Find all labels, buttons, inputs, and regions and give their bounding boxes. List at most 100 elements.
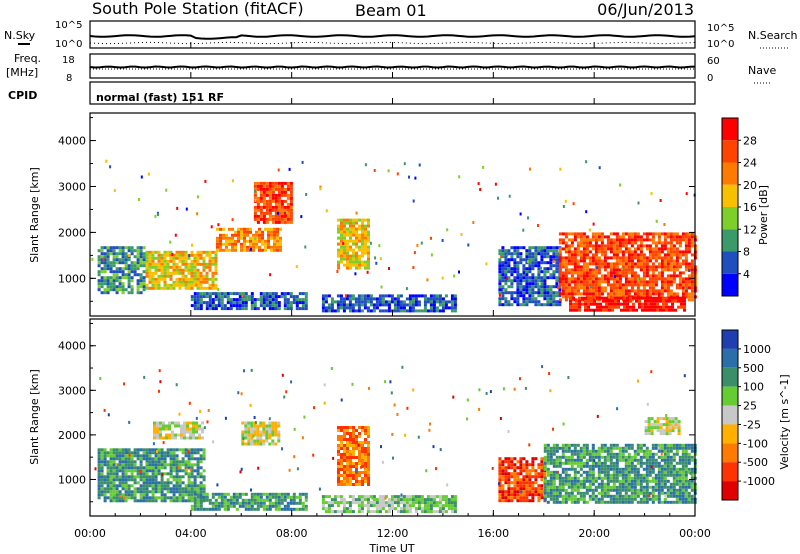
heatmap-cell [408,507,412,511]
heatmap-cell [603,262,607,266]
heatmap-cell [570,467,574,471]
heatmap-cell [513,246,517,250]
heatmap-cell [498,487,502,491]
heatmap-cell [573,500,577,504]
heatmap-cell [265,427,269,431]
heatmap-cell [186,421,189,425]
heatmap-cell [193,484,197,488]
heatmap-cell [450,498,454,502]
heatmap-cell [352,447,355,450]
heatmap-cell [647,305,650,309]
heatmap-cell [193,253,197,257]
heatmap-cell [136,249,140,253]
heatmap-cell [639,443,643,447]
heatmap-cell [558,259,562,263]
heatmap-cell [232,501,236,505]
heatmap-cell [258,239,261,243]
heatmap-cell [683,302,686,306]
heatmap-cell [232,298,236,302]
heatmap-cell [684,268,688,272]
heatmap-speckle [420,241,423,245]
heatmap-cell [234,242,237,246]
heatmap-cell [235,292,239,296]
heatmap-cell [624,238,628,242]
heatmap-cell [603,488,607,492]
heatmap-cell [411,303,415,307]
heatmap-cell [193,304,197,308]
heatmap-cell [277,495,281,499]
heatmap-cell [277,199,281,203]
heatmap-cell [324,507,328,511]
heatmap-cell [666,280,670,284]
heatmap-cell [648,256,652,260]
heatmap-cell [211,504,215,508]
heatmap-cell [124,496,128,500]
heatmap-cell [635,296,638,300]
heatmap-cell [375,300,379,304]
heatmap-cell [498,300,502,304]
heatmap-cell [498,249,502,253]
heatmap-cell [166,274,170,278]
heatmap-cell [624,250,628,254]
heatmap-cell [384,495,388,499]
heatmap-cell [665,299,668,303]
heatmap-cell [121,273,125,277]
heatmap-cell [653,299,656,303]
heatmap-cell [606,265,610,269]
heatmap-cell [417,498,421,502]
heatmap-cell [160,451,164,455]
heatmap-cell [561,488,565,492]
heatmap-cell [432,504,436,508]
heatmap-cell [597,232,601,236]
heatmap-cell [142,246,146,250]
heatmap-cell [253,430,257,434]
heatmap-cell [151,481,155,485]
heatmap-cell [145,250,149,254]
heatmap-cell [175,277,179,281]
heatmap-cell [633,241,637,245]
heatmap-cell [154,262,158,266]
heatmap-cell [289,196,293,200]
heatmap-cell [390,504,394,508]
heatmap-cell [159,427,162,431]
heatmap-cell [349,438,352,441]
heatmap-cell [286,501,290,505]
heatmap-cell [438,510,442,514]
heatmap-cell [582,476,586,480]
heatmap-cell [651,247,655,251]
heatmap-cell [214,265,218,269]
heatmap-cell [241,301,245,305]
heatmap-cell [690,241,694,245]
heatmap-cell [600,479,604,483]
heatmap-cell [582,461,586,465]
heatmap-cell [657,238,661,242]
heatmap-cell [591,464,595,468]
heatmap-cell [591,473,595,477]
heatmap-cell [274,295,278,299]
heatmap-cell [142,255,146,259]
heatmap-cell [615,265,619,269]
heatmap-cell [324,510,328,514]
heatmap-cell [600,292,604,296]
heatmap-cell [112,246,116,250]
heatmap-cell [555,252,559,256]
heatmap-cell [594,259,598,263]
heatmap-cell [159,430,162,434]
heatmap-cell [343,453,346,456]
heatmap-cell [570,443,574,447]
heatmap-cell [163,283,167,287]
heatmap-cell [223,492,227,496]
heatmap-cell [597,485,601,489]
heatmap-cell [330,306,334,310]
heatmap-cell [124,499,128,503]
heatmap-cell [639,250,643,254]
heatmap-cell [189,421,192,425]
heatmap-cell [681,277,685,281]
heatmap-cell [561,265,565,269]
heatmap-cell [130,270,134,274]
heatmap-cell [630,235,634,239]
heatmap-speckle [522,228,525,232]
heatmap-cell [264,248,267,252]
heatmap-cell [139,291,143,295]
heatmap-cell [584,296,587,300]
